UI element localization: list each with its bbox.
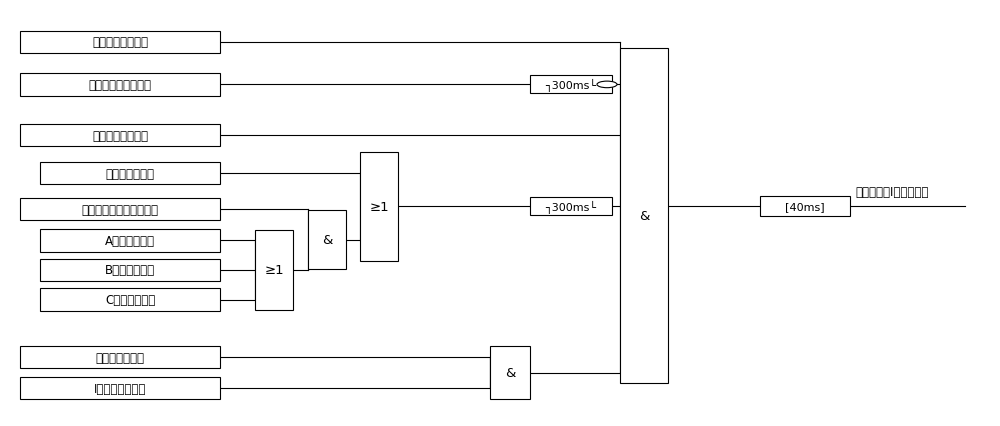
Text: A相正方向动作: A相正方向动作 (105, 234, 155, 248)
Bar (40, 230, 220, 252)
Text: 主变跳母联接点开入: 主变跳母联接点开入 (89, 79, 152, 92)
Bar (760, 197, 850, 217)
Bar (255, 230, 293, 311)
Circle shape (597, 82, 617, 89)
Bar (20, 346, 220, 368)
Bar (620, 49, 668, 383)
Bar (20, 377, 220, 400)
Text: C相正方向动作: C相正方向动作 (105, 294, 155, 306)
Bar (40, 163, 220, 185)
Bar (40, 259, 220, 282)
Bar (360, 153, 398, 261)
Text: 零序方向计算条件不满足: 零序方向计算条件不满足 (82, 203, 158, 216)
Text: ≥1: ≥1 (264, 264, 284, 277)
Bar (20, 199, 220, 221)
Text: B相正方向动作: B相正方向动作 (105, 264, 155, 277)
Text: 母联断路器无流: 母联断路器无流 (96, 351, 144, 364)
Bar (308, 210, 346, 270)
Text: 零序正方向动作: 零序正方向动作 (106, 167, 154, 180)
Bar (20, 125, 220, 147)
Text: 快速解环充电完成: 快速解环充电完成 (92, 36, 148, 49)
Text: &: & (322, 233, 332, 247)
Text: ┐300ms└: ┐300ms└ (545, 79, 597, 92)
Bar (530, 198, 612, 216)
Text: 快速解环跳Ⅰ母支路动作: 快速解环跳Ⅰ母支路动作 (855, 186, 928, 199)
Text: [40ms]: [40ms] (785, 202, 825, 212)
Bar (40, 289, 220, 311)
Text: 电流启动条件满足: 电流启动条件满足 (92, 130, 148, 142)
Text: ≥1: ≥1 (369, 200, 389, 213)
Text: &: & (505, 366, 515, 379)
Bar (20, 74, 220, 96)
Bar (530, 76, 612, 94)
Bar (20, 32, 220, 54)
Text: &: & (639, 210, 649, 223)
Bar (490, 346, 530, 399)
Text: ┐300ms└: ┐300ms└ (545, 200, 597, 213)
Text: I母复压条件满足: I母复压条件满足 (94, 382, 146, 395)
